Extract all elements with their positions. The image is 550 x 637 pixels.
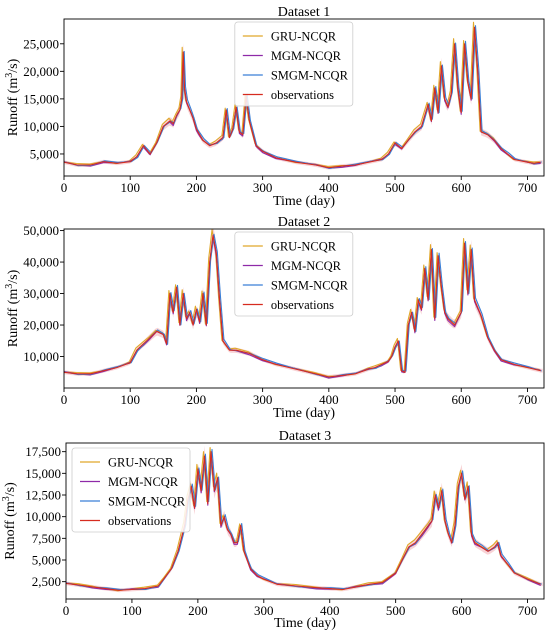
- y-tick-label: 30,000: [23, 286, 59, 301]
- y-axis-label-sup: 3: [4, 73, 15, 78]
- chart-title: Dataset 2: [278, 215, 330, 230]
- y-axis-label-main: Runoff (m: [6, 289, 21, 348]
- y-axis-label-tail: /s): [6, 269, 21, 283]
- y-tick-label: 25,000: [23, 36, 59, 51]
- y-tick-label: 40,000: [23, 255, 59, 270]
- x-tick-label: 600: [451, 180, 471, 195]
- x-tick-label: 0: [61, 392, 68, 407]
- y-tick-label: 50,000: [23, 223, 59, 238]
- x-tick-label: 0: [63, 603, 70, 618]
- axes-frame: [63, 18, 545, 177]
- legend-box: [234, 21, 354, 107]
- legend: GRU-NCQR MGM-NCQR SMGM-NCQR observations: [234, 231, 354, 317]
- legend-label: MGM-NCQR: [271, 259, 342, 273]
- legend-label: GRU-NCQR: [271, 240, 337, 254]
- legend-label: MGM-NCQR: [271, 49, 342, 63]
- y-tick-label: 10,000: [23, 349, 59, 364]
- y-axis-label-sup: 3: [4, 284, 15, 289]
- x-tick-label: 500: [386, 603, 406, 618]
- legend-label: GRU-NCQR: [271, 30, 337, 44]
- legend-box: [234, 231, 354, 317]
- plot-area: [64, 21, 543, 170]
- y-tick-label: 5,000: [32, 553, 61, 568]
- chart-panel-1: Dataset 1 0 100 200 300 400 500 600 700 5,000 10,0…: [4, 5, 545, 209]
- y-tick-label: 7,500: [32, 531, 61, 546]
- x-tick-label: 700: [518, 392, 538, 407]
- x-tick-label: 700: [518, 180, 538, 195]
- y-axis-label: Runoff (m3/s): [4, 269, 21, 347]
- legend: GRU-NCQR MGM-NCQR SMGM-NCQR observations: [234, 21, 354, 107]
- y-axis-label-sup: 3: [1, 496, 12, 501]
- x-tick-label: 200: [187, 180, 207, 195]
- y-axis-label: Runoff (m3/s): [1, 482, 18, 560]
- y-tick-label: 5,000: [30, 146, 59, 161]
- x-tick-label: 400: [320, 603, 340, 618]
- x-tick-label: 400: [319, 392, 339, 407]
- series-line-observations: [64, 234, 541, 378]
- y-tick-label: 2,500: [32, 574, 61, 589]
- x-tick-label: 600: [452, 603, 472, 618]
- legend-label: SMGM-NCQR: [271, 279, 349, 293]
- y-tick-label: 15,000: [25, 466, 61, 481]
- legend-label: SMGM-NCQR: [108, 495, 186, 509]
- y-tick-label: 10,000: [23, 119, 59, 134]
- axes-frame: [63, 228, 545, 389]
- chart-title: Dataset 1: [278, 5, 330, 20]
- legend-label: observations: [271, 88, 334, 102]
- y-tick-label: 12,500: [25, 488, 61, 503]
- axes-frame: [65, 442, 545, 600]
- x-tick-label: 200: [188, 603, 208, 618]
- y-axis-label-main: Runoff (m: [6, 78, 21, 137]
- x-axis-label: Time (day): [273, 194, 335, 209]
- y-axis-label-tail: /s): [3, 482, 18, 496]
- x-axis-label: Time (day): [274, 616, 336, 631]
- legend-box: [71, 447, 191, 533]
- series-line-observations: [64, 26, 541, 169]
- x-tick-label: 700: [518, 603, 538, 618]
- y-tick-label: 15,000: [23, 91, 59, 106]
- y-tick-label: 20,000: [23, 64, 59, 79]
- y-tick-label: 17,500: [25, 444, 61, 459]
- legend-label: MGM-NCQR: [108, 475, 179, 489]
- y-axis-label: Runoff (m3/s): [4, 58, 21, 136]
- legend: GRU-NCQR MGM-NCQR SMGM-NCQR observations: [71, 447, 191, 533]
- legend-label: SMGM-NCQR: [271, 69, 349, 83]
- x-tick-label: 600: [451, 392, 471, 407]
- x-tick-label: 300: [253, 392, 273, 407]
- y-axis-label-tail: /s): [6, 58, 21, 72]
- x-tick-label: 200: [187, 392, 207, 407]
- x-tick-label: 400: [319, 180, 339, 195]
- chart-panel-3: Dataset 3 0 100 200 300 400 500 600 700 2,500 5,00…: [1, 429, 545, 631]
- x-tick-label: 300: [254, 603, 274, 618]
- x-tick-label: 500: [385, 180, 405, 195]
- legend-label: GRU-NCQR: [108, 456, 174, 470]
- legend-label: observations: [271, 298, 334, 312]
- x-tick-label: 100: [120, 180, 140, 195]
- x-tick-label: 100: [120, 392, 140, 407]
- legend-label: observations: [108, 514, 171, 528]
- plot-area: [64, 229, 543, 379]
- x-axis-label: Time (day): [273, 406, 335, 421]
- x-tick-label: 100: [122, 603, 142, 618]
- y-tick-label: 20,000: [23, 318, 59, 333]
- chart-panel-2: Dataset 2 0 100 200 300 400 500 600 700 10,000 20,…: [4, 215, 545, 421]
- chart-title: Dataset 3: [279, 429, 331, 444]
- x-tick-label: 300: [253, 180, 273, 195]
- y-tick-label: 10,000: [25, 509, 61, 524]
- y-axis-label-main: Runoff (m: [3, 501, 18, 560]
- x-tick-label: 500: [385, 392, 405, 407]
- x-tick-label: 0: [61, 180, 68, 195]
